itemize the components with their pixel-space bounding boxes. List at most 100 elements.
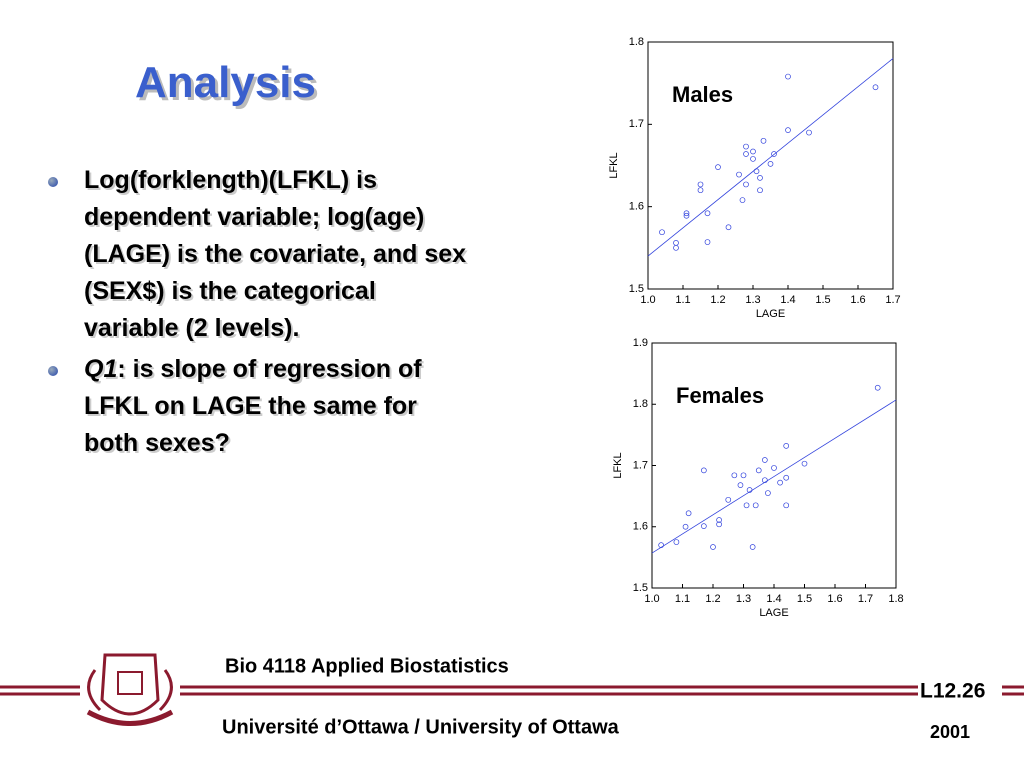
bullet: Log(forklength)(LFKL) is dependent varia… (48, 162, 468, 347)
data-point (783, 443, 790, 449)
data-point (683, 210, 690, 217)
data-point (743, 151, 749, 157)
data-point (752, 502, 759, 509)
data-point (785, 73, 791, 80)
y-tick-label: 1.6 (629, 201, 644, 213)
data-point (659, 229, 665, 236)
data-point (743, 502, 750, 509)
x-tick-label: 1.5 (815, 294, 830, 306)
footer-stripes (0, 685, 1024, 696)
x-tick-label: 1.3 (745, 294, 760, 306)
data-point (673, 539, 680, 545)
data-point (700, 467, 707, 474)
x-tick-label: 1.4 (766, 593, 781, 605)
data-point (785, 127, 791, 133)
x-tick-label: 1.0 (640, 294, 655, 306)
x-axis-label: LAGE (756, 308, 785, 320)
data-point (771, 151, 777, 157)
x-tick-label: 1.0 (644, 593, 659, 605)
data-point (755, 467, 762, 474)
x-tick-label: 1.1 (675, 593, 690, 605)
data-point (673, 244, 679, 251)
data-point (771, 465, 777, 471)
data-point (767, 161, 774, 167)
data-point (731, 472, 738, 479)
data-point (704, 239, 711, 245)
data-point (757, 187, 763, 194)
university: Université d’Ottawa / University of Otta… (222, 716, 620, 738)
data-point (736, 171, 742, 178)
y-tick-label: 1.5 (629, 283, 644, 295)
logo (86, 653, 174, 726)
bullet-list: Log(forklength)(LFKL) is dependent varia… (48, 162, 468, 466)
fit-line (647, 58, 894, 257)
x-tick-label: 1.6 (827, 593, 842, 605)
data-point (716, 521, 722, 528)
plot-frame (647, 41, 894, 290)
data-point (801, 460, 808, 467)
data-point (715, 164, 721, 170)
data-point (739, 197, 746, 203)
chart-annotation: Females (676, 383, 764, 408)
x-tick-label: 1.4 (780, 294, 795, 306)
data-point (749, 544, 756, 550)
data-point (783, 502, 790, 509)
y-tick-label: 1.7 (629, 118, 644, 130)
x-tick-label: 1.3 (736, 593, 751, 605)
x-tick-label: 1.5 (797, 593, 812, 605)
data-point (704, 210, 711, 217)
data-point (700, 523, 707, 529)
data-point (783, 474, 790, 481)
data-point (760, 137, 767, 144)
data-point (716, 517, 722, 523)
data-point (765, 490, 771, 496)
slide-title: Analysis (135, 58, 316, 107)
x-tick-label: 1.7 (858, 593, 873, 605)
data-point (872, 84, 879, 91)
data-point (697, 187, 704, 194)
data-point (673, 240, 679, 246)
y-tick-label: 1.8 (629, 36, 644, 48)
x-tick-label: 1.2 (705, 593, 720, 605)
data-point (725, 224, 732, 231)
chart-annotation: Males (672, 82, 733, 107)
y-tick-label: 1.7 (633, 459, 648, 471)
y-axis-label: LFKL (612, 452, 624, 478)
x-tick-label: 1.8 (888, 593, 903, 605)
y-tick-label: 1.6 (633, 521, 648, 533)
data-point (761, 457, 768, 463)
data-point (682, 523, 689, 530)
bullet-emphasis: Q1 (84, 355, 118, 383)
y-tick-label: 1.8 (633, 398, 648, 410)
data-point (697, 181, 704, 188)
data-point (740, 472, 747, 479)
data-point (743, 181, 749, 188)
y-tick-label: 1.9 (633, 337, 648, 349)
bullet-text: : is slope of regression of LFKL on LAGE… (84, 355, 422, 457)
data-point (737, 482, 744, 488)
data-point (743, 143, 749, 150)
data-point (874, 384, 881, 391)
data-point (750, 148, 756, 155)
bullet: Q1: is slope of regression of LFKL on LA… (48, 351, 468, 462)
data-point (725, 496, 732, 503)
y-axis-label: LFKL (608, 152, 620, 178)
fit-line (651, 399, 897, 554)
data-point (683, 212, 690, 219)
year: 2001 (930, 722, 970, 742)
bullet-text: Log(forklength)(LFKL) is dependent varia… (84, 166, 467, 342)
course-name: Bio 4118 Applied Biostatistics (225, 655, 509, 677)
data-point (777, 479, 783, 486)
x-axis-label: LAGE (759, 607, 788, 619)
data-point (685, 510, 692, 517)
data-point (757, 175, 763, 181)
x-tick-label: 1.1 (675, 294, 690, 306)
x-tick-label: 1.2 (710, 294, 725, 306)
data-point (710, 544, 716, 550)
data-point (806, 129, 812, 136)
x-tick-label: 1.7 (885, 294, 900, 306)
slide-number: L12.26 (920, 680, 985, 703)
x-tick-label: 1.6 (850, 294, 865, 306)
